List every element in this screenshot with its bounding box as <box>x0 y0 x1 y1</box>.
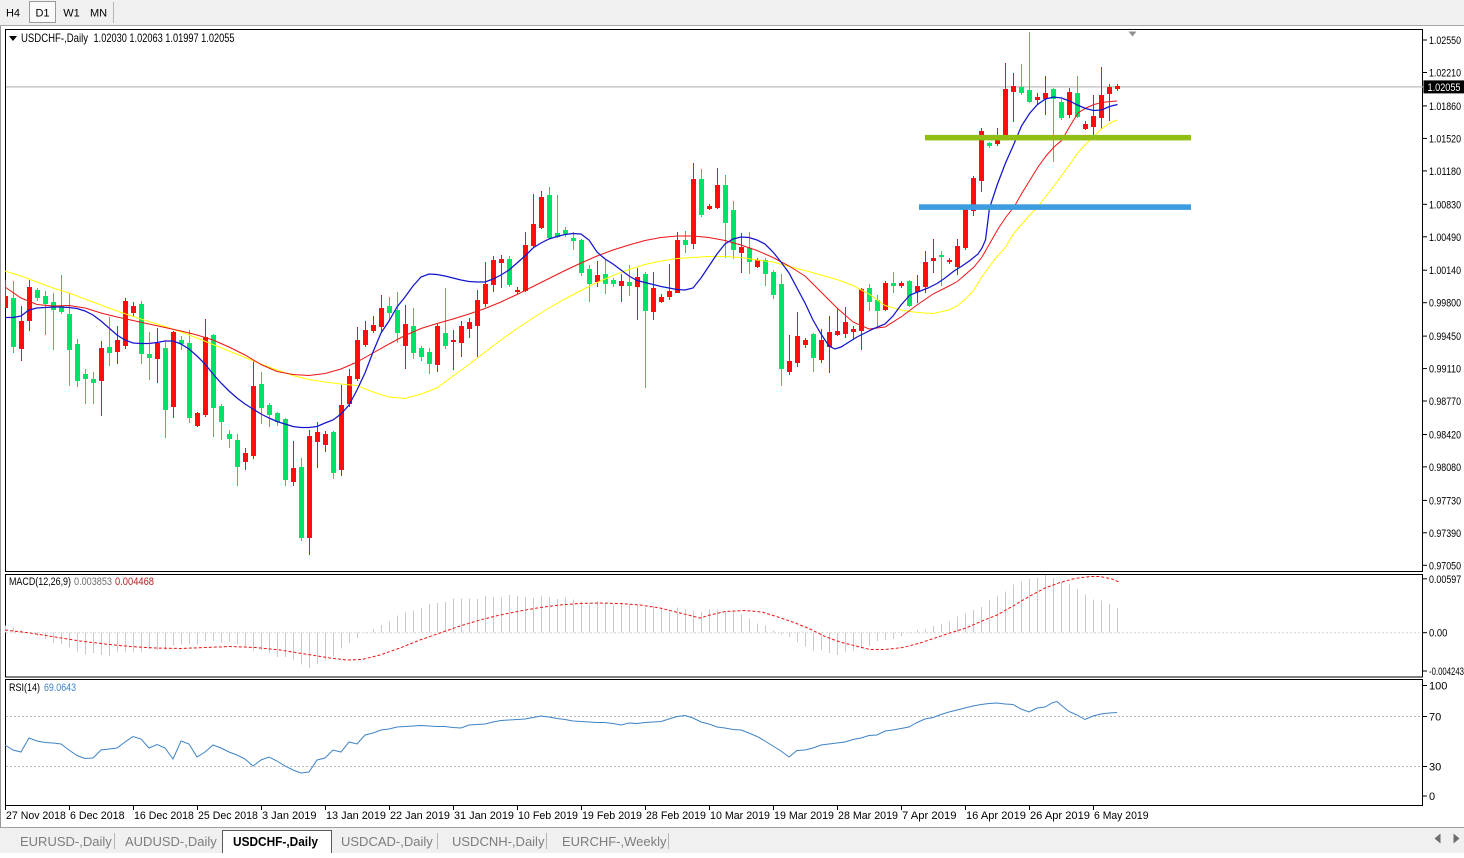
svg-text:0.97730: 0.97730 <box>1429 495 1461 507</box>
svg-text:6 May 2019: 6 May 2019 <box>1094 810 1149 822</box>
svg-text:1.02030 1.02063 1.01997 1.0205: 1.02030 1.02063 1.01997 1.02055 <box>94 31 235 45</box>
svg-text:100: 100 <box>1429 681 1447 693</box>
svg-text:0.004468: 0.004468 <box>115 576 154 588</box>
svg-text:69.0643: 69.0643 <box>44 682 76 694</box>
svg-text:19 Feb 2019: 19 Feb 2019 <box>582 810 642 822</box>
svg-text:0.97390: 0.97390 <box>1429 528 1461 540</box>
svg-text:6 Dec 2018: 6 Dec 2018 <box>70 810 125 822</box>
svg-text:3 Jan 2019: 3 Jan 2019 <box>262 810 317 822</box>
svg-text:0.00597: 0.00597 <box>1429 574 1461 586</box>
svg-text:27 Nov 2018: 27 Nov 2018 <box>6 810 66 822</box>
svg-text:1.02550: 1.02550 <box>1429 35 1461 47</box>
svg-text:0: 0 <box>1429 791 1435 803</box>
svg-text:22 Jan 2019: 22 Jan 2019 <box>390 810 450 822</box>
svg-text:USDCNH-,Daily: USDCNH-,Daily <box>452 834 545 849</box>
svg-text:-0.004243: -0.004243 <box>1429 666 1464 678</box>
svg-text:USDCAD-,Daily: USDCAD-,Daily <box>341 834 433 849</box>
svg-text:0.99110: 0.99110 <box>1429 364 1461 376</box>
svg-text:26 Apr 2019: 26 Apr 2019 <box>1030 810 1090 822</box>
svg-text:0.00: 0.00 <box>1429 628 1447 640</box>
svg-text:0.003853: 0.003853 <box>74 576 112 588</box>
svg-text:28 Feb 2019: 28 Feb 2019 <box>646 810 706 822</box>
svg-text:1.02210: 1.02210 <box>1429 68 1461 80</box>
svg-text:MACD(12,26,9): MACD(12,26,9) <box>9 576 71 588</box>
svg-text:AUDUSD-,Daily: AUDUSD-,Daily <box>125 834 217 849</box>
svg-text:19 Mar 2019: 19 Mar 2019 <box>774 810 834 822</box>
svg-text:1.01520: 1.01520 <box>1429 133 1461 145</box>
svg-text:31 Jan 2019: 31 Jan 2019 <box>454 810 514 822</box>
svg-text:7 Apr 2019: 7 Apr 2019 <box>902 810 957 822</box>
svg-text:10 Mar 2019: 10 Mar 2019 <box>710 810 770 822</box>
svg-text:W1: W1 <box>63 8 80 20</box>
svg-text:RSI(14): RSI(14) <box>9 682 40 694</box>
svg-text:0.97050: 0.97050 <box>1429 560 1461 572</box>
svg-text:0.99450: 0.99450 <box>1429 331 1461 343</box>
svg-text:30: 30 <box>1429 762 1441 774</box>
svg-text:0.98080: 0.98080 <box>1429 462 1461 474</box>
svg-text:16 Dec 2018: 16 Dec 2018 <box>134 810 194 822</box>
svg-text:1.02055: 1.02055 <box>1428 82 1461 94</box>
svg-text:13 Jan 2019: 13 Jan 2019 <box>326 810 386 822</box>
svg-text:D1: D1 <box>35 8 49 20</box>
svg-text:EURUSD-,Daily: EURUSD-,Daily <box>20 834 112 849</box>
svg-text:H4: H4 <box>6 8 20 20</box>
svg-text:10 Feb 2019: 10 Feb 2019 <box>518 810 578 822</box>
svg-text:1.00830: 1.00830 <box>1429 199 1461 211</box>
svg-text:28 Mar 2019: 28 Mar 2019 <box>838 810 898 822</box>
svg-text:MN: MN <box>90 8 107 20</box>
svg-text:1.01180: 1.01180 <box>1429 166 1461 178</box>
svg-text:USDCHF-,Daily: USDCHF-,Daily <box>233 834 319 849</box>
svg-text:0.98770: 0.98770 <box>1429 396 1461 408</box>
svg-text:25 Dec 2018: 25 Dec 2018 <box>198 810 258 822</box>
svg-text:1.00140: 1.00140 <box>1429 265 1461 277</box>
svg-text:1.00490: 1.00490 <box>1429 232 1461 244</box>
svg-text:1.01860: 1.01860 <box>1429 101 1461 113</box>
svg-text:16 Apr 2019: 16 Apr 2019 <box>966 810 1026 822</box>
svg-text:USDCHF-,Daily: USDCHF-,Daily <box>21 31 88 45</box>
svg-text:0.99800: 0.99800 <box>1429 298 1461 310</box>
svg-text:0.98420: 0.98420 <box>1429 430 1461 442</box>
svg-text:70: 70 <box>1429 712 1441 724</box>
svg-text:EURCHF-,Weekly: EURCHF-,Weekly <box>562 834 667 849</box>
